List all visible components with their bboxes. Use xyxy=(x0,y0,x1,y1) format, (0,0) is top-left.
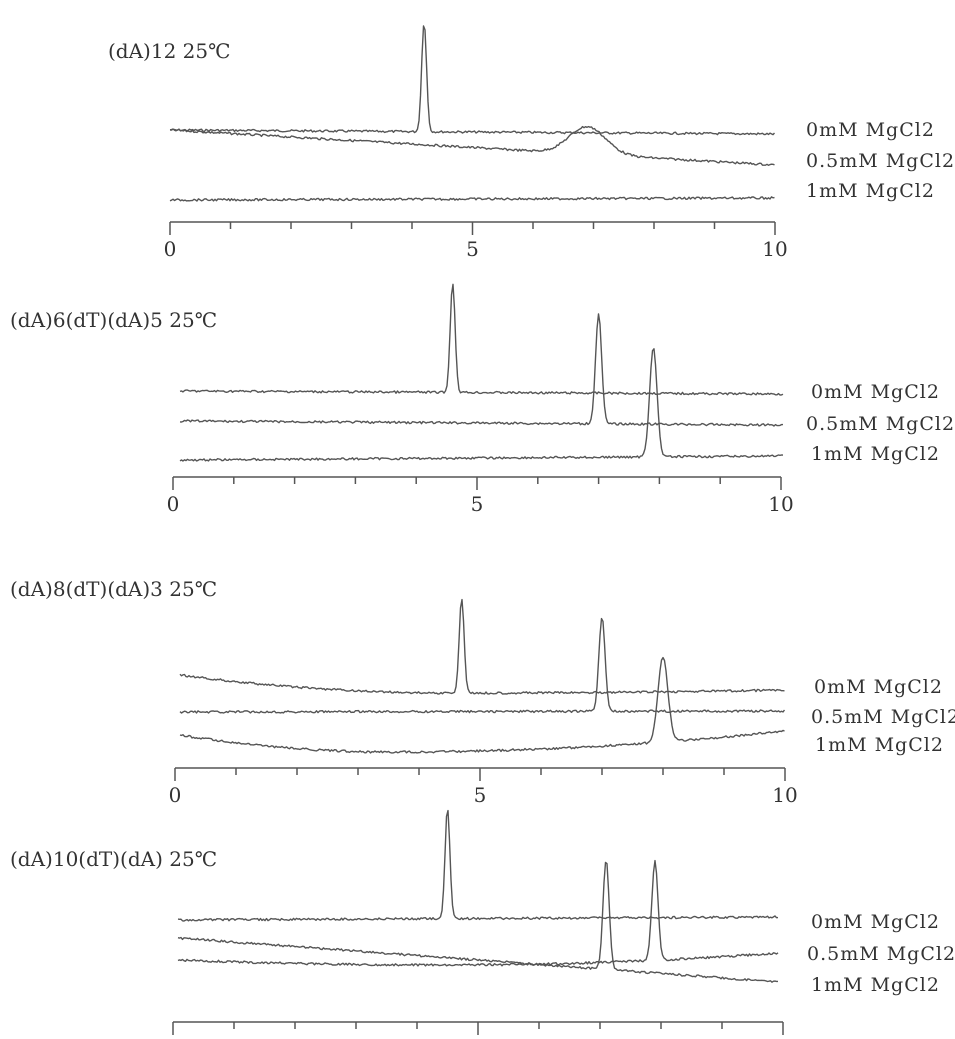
x-tick-label: 5 xyxy=(472,1037,485,1039)
x-tick-label: 10 xyxy=(762,237,787,261)
x-tick-label: 5 xyxy=(466,237,479,261)
legend-label-0-5mM: 0.5mM MgCl2 xyxy=(807,943,955,965)
panel-title: (dA)12 25℃ xyxy=(108,39,230,63)
panel-4: (dA)10(dT)(dA) 25℃ 0mM MgCl2 0.5mM MgCl2… xyxy=(10,809,955,1039)
x-axis: 0 5 10 xyxy=(164,221,788,261)
series-trace xyxy=(179,598,785,695)
x-tick-label: 0 xyxy=(167,492,180,516)
x-tick-label: 5 xyxy=(471,492,484,516)
legend-label-1mM: 1mM MgCl2 xyxy=(806,180,935,202)
legend-label-1mM: 1mM MgCl2 xyxy=(815,734,944,756)
series-trace xyxy=(169,125,775,167)
series-trace xyxy=(179,313,783,427)
x-tick-label: 5 xyxy=(474,783,487,807)
legend-label-1mM: 1mM MgCl2 xyxy=(811,974,940,996)
x-tick-label: 10 xyxy=(772,783,797,807)
x-tick-label: 10 xyxy=(770,1037,795,1039)
legend-label-0mM: 0mM MgCl2 xyxy=(811,381,940,403)
traces xyxy=(169,25,776,202)
x-tick-label: 0 xyxy=(169,783,182,807)
panel-title: (dA)8(dT)(dA)3 25℃ xyxy=(10,577,217,601)
panel-1: (dA)12 25℃ 0mM MgCl2 0.5mM MgCl2 1mM MgC… xyxy=(108,25,955,261)
series-trace xyxy=(177,861,778,983)
x-axis: 0 5 10 xyxy=(167,476,794,516)
x-tick-label: 0 xyxy=(167,1037,180,1039)
x-tick-label: 0 xyxy=(164,237,177,261)
legend-label-0-5mM: 0.5mM MgCl2 xyxy=(806,413,955,435)
legend-label-0-5mM: 0.5mM MgCl2 xyxy=(811,706,955,728)
series-trace xyxy=(179,656,785,754)
panel-3: (dA)8(dT)(dA)3 25℃ 0mM MgCl2 0.5mM MgCl2… xyxy=(10,577,955,807)
series-trace xyxy=(177,859,779,967)
series-trace xyxy=(179,617,786,714)
legend-label-0mM: 0mM MgCl2 xyxy=(806,119,935,141)
x-axis: 0 5 10 xyxy=(169,767,798,807)
traces xyxy=(179,283,784,462)
panel-title: (dA)10(dT)(dA) 25℃ xyxy=(10,847,217,871)
legend-label-0mM: 0mM MgCl2 xyxy=(814,676,943,698)
legend-label-0-5mM: 0.5mM MgCl2 xyxy=(806,150,955,172)
panel-2: (dA)6(dT)(dA)5 25℃ 0mM MgCl2 0.5mM MgCl2… xyxy=(10,283,955,516)
legend-label-0mM: 0mM MgCl2 xyxy=(811,911,940,933)
traces xyxy=(179,598,786,754)
x-tick-label: 10 xyxy=(768,492,793,516)
series-trace xyxy=(169,196,775,202)
traces xyxy=(177,809,779,983)
series-trace xyxy=(177,809,779,922)
x-axis: 0 5 10 xyxy=(167,1021,796,1039)
series-trace xyxy=(179,283,784,396)
legend-label-1mM: 1mM MgCl2 xyxy=(811,443,940,465)
panel-title: (dA)6(dT)(dA)5 25℃ xyxy=(10,308,217,332)
series-trace xyxy=(169,25,776,136)
series-trace xyxy=(179,348,784,462)
